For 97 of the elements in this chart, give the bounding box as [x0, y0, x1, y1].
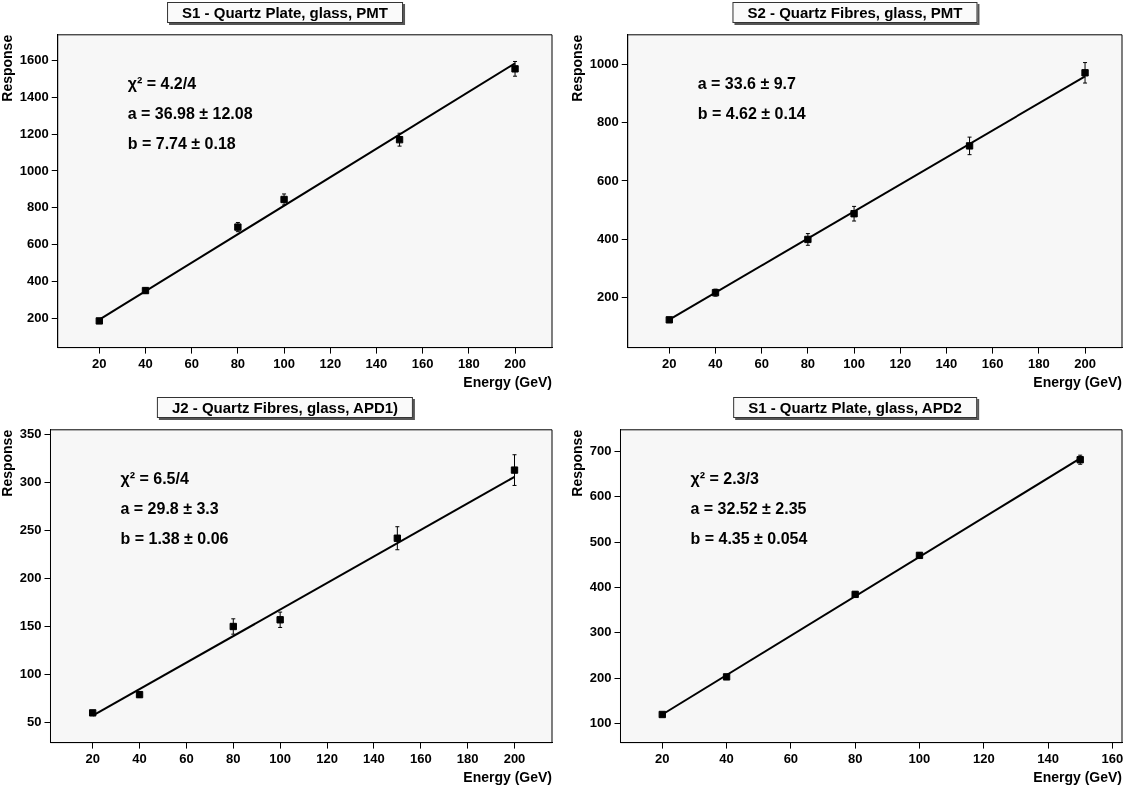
y-tick-label: 350 [19, 426, 42, 442]
y-axis-title: Response [569, 34, 586, 102]
x-tick-label: 80 [847, 750, 863, 766]
annotation: a = 29.8 ± 3.3 [120, 500, 219, 518]
x-tick-label: 80 [800, 355, 816, 371]
x-tick-label: 200 [1074, 355, 1096, 371]
y-axis-title: Response [0, 429, 16, 497]
x-tick-label: 120 [319, 355, 342, 371]
x-tick-label: 40 [138, 355, 153, 371]
chart-title: S2 - Quartz Fibres, glass, PMT [732, 2, 978, 23]
x-tick-label: 180 [458, 355, 480, 371]
point [276, 616, 284, 624]
y-tick-label: 300 [589, 624, 612, 640]
x-tick-label: 40 [132, 750, 147, 766]
y-tick-label: 200 [19, 570, 42, 586]
y-tick-label: 1400 [19, 88, 49, 104]
x-tick-label: 160 [981, 355, 1004, 371]
x-tick-label: 80 [226, 750, 241, 766]
x-axis-title: Energy (GeV) [1033, 769, 1122, 786]
point [395, 136, 404, 144]
y-tick-label: 100 [589, 715, 612, 731]
x-tick-label: 40 [719, 750, 734, 766]
x-tick-label: 60 [184, 355, 199, 371]
annotation: b = 7.74 ± 0.18 [127, 135, 236, 153]
y-tick-label: 1000 [19, 162, 49, 178]
point [393, 534, 402, 542]
y-tick-label: 600 [27, 236, 49, 252]
x-axis-title: Energy (GeV) [463, 769, 552, 786]
y-tick-label: 700 [589, 443, 612, 459]
y-tick-label: 600 [597, 172, 619, 188]
x-tick-label: 100 [273, 355, 295, 371]
y-tick-label: 400 [589, 579, 612, 595]
y-axis-title: Response [569, 429, 586, 497]
x-tick-label: 120 [972, 750, 995, 766]
x-tick-label: 140 [1037, 750, 1059, 766]
annotation: b = 4.35 ± 0.054 [690, 530, 808, 548]
y-tick-label: 100 [19, 666, 42, 682]
annotation: a = 32.52 ± 2.35 [690, 500, 807, 518]
x-tick-label: 60 [754, 355, 769, 371]
point [511, 65, 519, 73]
x-tick-label: 100 [908, 750, 931, 766]
y-tick-label: 200 [589, 669, 612, 685]
x-tick-label: 200 [504, 355, 526, 371]
annotation: a = 33.6 ± 9.7 [697, 75, 797, 93]
x-tick-label: 60 [179, 750, 194, 766]
annotation: χ² = 2.3/3 [690, 470, 759, 488]
chart-title: S1 - Quartz Plate, glass, PMT [167, 2, 403, 23]
x-tick-label: 120 [316, 750, 338, 766]
x-tick-label: 140 [363, 750, 385, 766]
x-tick-label: 20 [655, 750, 670, 766]
y-tick-label: 200 [27, 309, 49, 325]
annotation: b = 1.38 ± 0.06 [120, 530, 229, 548]
x-tick-label: 20 [92, 355, 107, 371]
y-tick-label: 1000 [589, 55, 619, 71]
chart-title: S1 - Quartz Plate, glass, APD2 [733, 397, 977, 418]
x-axis-title: Energy (GeV) [463, 374, 552, 391]
x-tick-label: 160 [409, 750, 432, 766]
x-tick-label: 100 [843, 355, 865, 371]
x-tick-label: 140 [365, 355, 388, 371]
x-tick-label: 180 [1028, 355, 1050, 371]
x-tick-label: 160 [1101, 750, 1124, 766]
x-tick-label: 20 [662, 355, 677, 371]
point [510, 466, 519, 474]
point [1081, 69, 1089, 77]
x-tick-label: 180 [456, 750, 479, 766]
y-tick-label: 800 [597, 114, 619, 130]
y-tick-label: 800 [27, 199, 49, 215]
annotation: b = 4.62 ± 0.14 [697, 105, 806, 123]
x-tick-label: 80 [230, 355, 246, 371]
x-tick-label: 140 [935, 355, 958, 371]
x-tick-label: 120 [889, 355, 912, 371]
x-axis-title: Energy (GeV) [1033, 374, 1122, 391]
y-tick-label: 150 [19, 618, 42, 634]
chart-title: J2 - Quartz Fibres, glass, APD1) [156, 397, 414, 418]
y-tick-label: 400 [597, 231, 619, 247]
y-tick-label: 600 [589, 488, 612, 504]
annotation: χ² = 4.2/4 [127, 75, 197, 93]
y-tick-label: 1600 [19, 52, 49, 68]
y-tick-label: 250 [19, 522, 42, 538]
x-tick-label: 40 [708, 355, 723, 371]
y-tick-label: 50 [27, 714, 42, 730]
y-tick-label: 1200 [19, 125, 49, 141]
x-tick-label: 60 [783, 750, 799, 766]
point [229, 622, 237, 631]
x-tick-label: 100 [269, 750, 291, 766]
y-tick-label: 400 [27, 272, 49, 288]
x-tick-label: 160 [411, 355, 434, 371]
y-tick-label: 500 [589, 533, 612, 549]
x-tick-label: 20 [85, 750, 100, 766]
point [965, 142, 974, 150]
y-tick-label: 200 [597, 289, 619, 305]
x-tick-label: 200 [503, 750, 526, 766]
point [850, 210, 858, 218]
annotation: a = 36.98 ± 12.08 [127, 105, 253, 123]
annotation: χ² = 6.5/4 [120, 470, 189, 488]
y-tick-label: 300 [19, 474, 42, 490]
y-axis-title: Response [0, 34, 16, 102]
